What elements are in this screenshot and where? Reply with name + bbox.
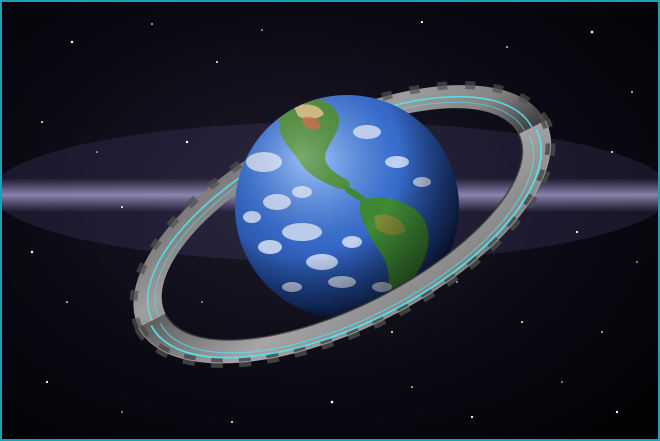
orbital-ring-front (134, 118, 556, 368)
earth-globe (235, 95, 459, 319)
stars (30, 20, 638, 423)
